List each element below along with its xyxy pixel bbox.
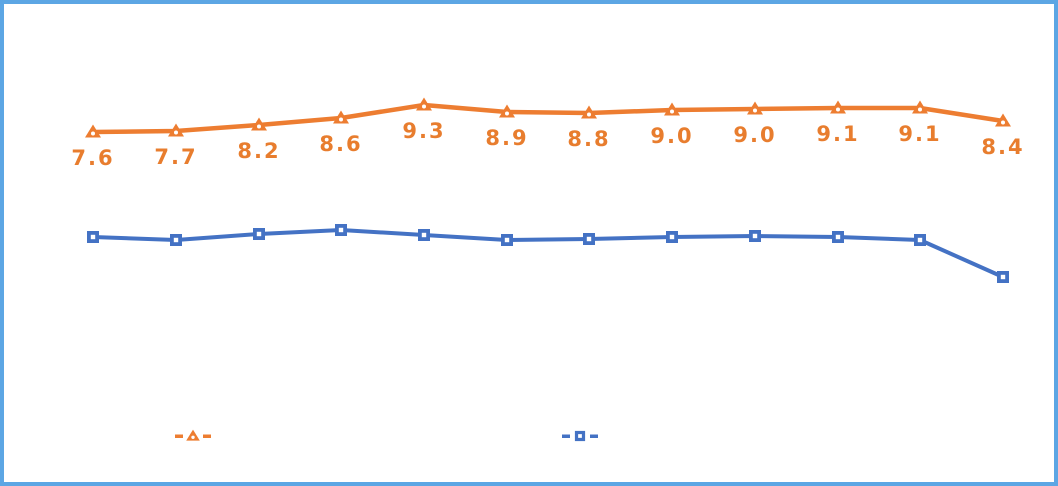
triangle-marker-icon: [333, 110, 349, 124]
legend-item-triangle: [175, 429, 211, 441]
square-marker-center: [752, 233, 758, 239]
data-label: 7.7: [154, 145, 197, 169]
data-label: 8.4: [981, 135, 1024, 159]
legend-item-square: [562, 430, 598, 442]
data-label: 8.9: [485, 126, 528, 150]
data-label: 9.1: [898, 122, 941, 146]
legend-line-right: [203, 434, 211, 438]
square-marker-center: [835, 234, 841, 240]
triangle-marker-center: [339, 117, 343, 122]
data-label: 9.1: [816, 122, 859, 146]
square-marker-center: [256, 231, 262, 237]
data-label: 8.8: [567, 127, 610, 151]
data-label: 7.6: [71, 146, 114, 170]
triangle-marker-center: [587, 112, 591, 117]
data-label: 9.3: [402, 119, 445, 143]
square-marker-center: [1000, 274, 1006, 280]
triangle-marker-center: [422, 104, 426, 109]
triangle-marker-icon: [995, 113, 1011, 127]
legend-line-left: [175, 434, 183, 438]
legend-triangle-marker-center: [191, 435, 195, 439]
square-marker-center: [90, 234, 96, 240]
triangle-marker-center: [505, 111, 509, 116]
triangle-marker-icon: [416, 97, 432, 111]
legend-line-right: [590, 434, 598, 438]
square-marker-center: [421, 232, 427, 238]
triangle-marker-icon: [747, 101, 763, 115]
series-line-triangle: [90, 102, 1006, 135]
triangle-marker-icon: [85, 124, 101, 138]
data-label: 8.2: [237, 139, 280, 163]
series-line-square: [91, 228, 1005, 279]
square-marker-center: [338, 227, 344, 233]
square-marker-center: [669, 234, 675, 240]
legend-square-marker-center: [578, 434, 582, 438]
triangle-marker-icon: [499, 104, 515, 118]
series-layer: [85, 97, 1011, 283]
triangle-marker-icon: [581, 105, 597, 119]
legend-line-left: [562, 434, 570, 438]
triangle-marker-center: [753, 108, 757, 113]
triangle-marker-center: [670, 109, 674, 114]
triangle-marker-center: [1001, 120, 1005, 125]
square-marker-center: [917, 237, 923, 243]
square-marker-center: [504, 237, 510, 243]
triangle-marker-center: [91, 131, 95, 136]
data-label: 9.0: [650, 124, 693, 148]
data-label: 9.0: [733, 123, 776, 147]
triangle-marker-icon: [912, 100, 928, 114]
triangle-marker-center: [174, 130, 178, 135]
square-marker-center: [173, 237, 179, 243]
triangle-marker-icon: [830, 100, 846, 114]
triangle-marker-center: [257, 124, 261, 129]
triangle-marker-icon: [168, 123, 184, 137]
data-label: 8.6: [319, 132, 362, 156]
triangle-marker-center: [918, 107, 922, 112]
data-labels-layer: 7.6 7.7 8.2 8.6 9.3 8.9 8.8 9.0 9.0 9.1 9.1 8.4: [71, 119, 1024, 170]
triangle-marker-icon: [664, 102, 680, 116]
legend: [175, 429, 598, 442]
triangle-marker-center: [836, 107, 840, 112]
triangle-marker-icon: [251, 117, 267, 131]
legend-triangle-marker-icon: [186, 429, 200, 441]
square-marker-center: [586, 236, 592, 242]
